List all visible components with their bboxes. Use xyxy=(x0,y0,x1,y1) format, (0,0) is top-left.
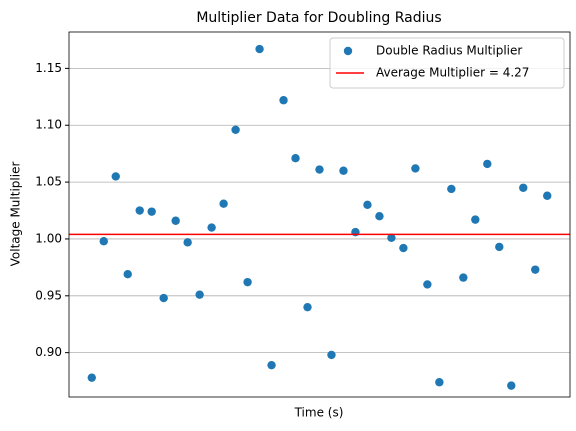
legend-label: Double Radius Multiplier xyxy=(376,44,522,58)
point xyxy=(531,265,540,274)
point xyxy=(447,184,456,194)
point xyxy=(495,242,504,252)
point xyxy=(543,191,552,200)
y-tick-label: 1.00 xyxy=(35,231,62,245)
point xyxy=(87,373,96,382)
point xyxy=(423,280,432,289)
point xyxy=(315,165,324,174)
x-axis-label: Time (s) xyxy=(294,406,344,420)
point xyxy=(291,154,300,163)
point xyxy=(339,166,348,175)
y-tick-label: 1.15 xyxy=(35,61,62,75)
chart-title: Multiplier Data for Doubling Radius xyxy=(196,10,441,26)
point xyxy=(303,302,312,312)
point xyxy=(99,237,108,246)
point xyxy=(411,164,420,173)
point xyxy=(387,233,396,243)
y-tick-label: 1.05 xyxy=(35,175,62,189)
point xyxy=(471,215,480,224)
point xyxy=(159,293,168,303)
point xyxy=(231,125,240,134)
point xyxy=(171,216,180,225)
point xyxy=(507,381,516,390)
legend-label: Average Multiplier = 4.27 xyxy=(376,66,529,80)
point xyxy=(135,206,144,215)
y-tick-label: 0.90 xyxy=(35,345,62,359)
point xyxy=(459,273,468,282)
point xyxy=(483,159,492,169)
point xyxy=(435,378,444,387)
point xyxy=(147,207,156,216)
point xyxy=(195,290,204,299)
y-tick-label: 0.95 xyxy=(35,288,62,302)
point xyxy=(363,200,372,210)
y-axis-label: Voltage Multiplier xyxy=(9,162,23,267)
point xyxy=(219,199,228,208)
y-tick-label: 1.10 xyxy=(35,118,62,132)
legend-marker xyxy=(343,46,353,56)
point xyxy=(327,350,336,360)
point xyxy=(243,277,252,287)
point xyxy=(207,223,216,232)
point xyxy=(111,172,120,181)
legend-box xyxy=(329,37,565,89)
point xyxy=(267,360,276,370)
point xyxy=(279,96,288,105)
point xyxy=(519,183,528,192)
point xyxy=(255,44,264,54)
point xyxy=(375,212,384,221)
plot-frame xyxy=(68,31,571,398)
point xyxy=(399,243,408,253)
point xyxy=(123,269,132,279)
point xyxy=(183,238,192,247)
